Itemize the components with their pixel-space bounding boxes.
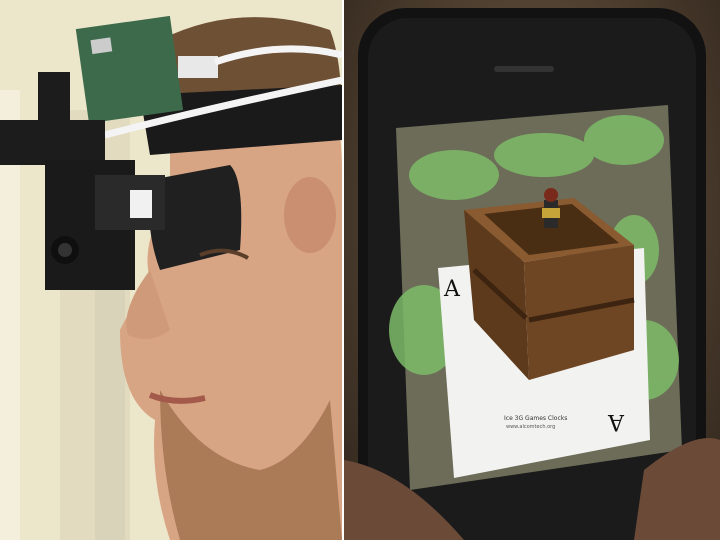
phone-ar-illustration: A A Ice 3G Games Clocks www.alcomtech.or… (344, 8, 720, 540)
right-photo-phone-ar: A A Ice 3G Games Clocks www.alcomtech.or… (344, 0, 720, 540)
card-rank-top: A (443, 277, 461, 302)
card-text-line2: www.alcomtech.org (506, 424, 555, 430)
card-text-line1: Ice 3G Games Clocks (504, 415, 567, 422)
hmd-illustration (0, 0, 342, 540)
panel-divider (342, 0, 344, 540)
left-photo-hmd (0, 0, 342, 540)
card-rank-bottom: A (607, 409, 625, 434)
